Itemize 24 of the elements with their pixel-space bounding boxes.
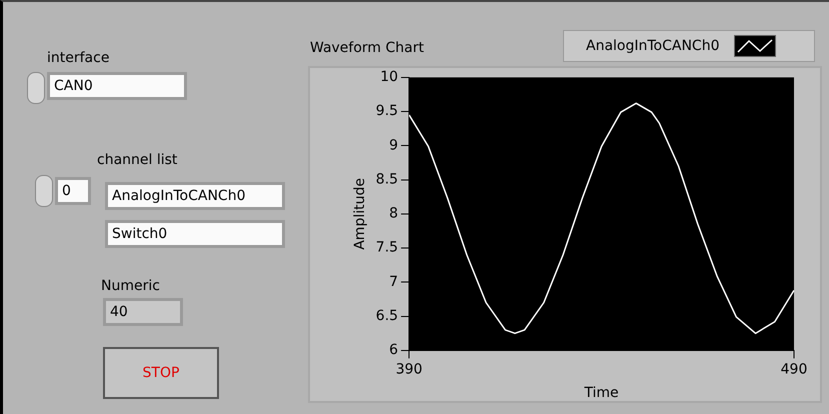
y-tick-label: 7.5 <box>376 240 398 256</box>
x-tick-label: 490 <box>780 361 808 378</box>
y-axis-title: Amplitude <box>352 178 368 250</box>
x-tick-label: 390 <box>396 361 422 378</box>
y-tick-label: 9 <box>389 137 398 154</box>
text: channel list <box>97 152 178 168</box>
text: Switch0 <box>105 220 285 248</box>
y-tick-label: 8 <box>389 206 398 222</box>
y-tick-label: 6 <box>389 342 398 358</box>
text: 40 <box>103 298 183 326</box>
text: Numeric <box>101 278 160 294</box>
chart-title: Waveform Chart <box>310 40 424 56</box>
y-tick-label: 10 <box>380 69 398 86</box>
text: CAN0 <box>47 72 187 100</box>
y-tick-label: 6.5 <box>376 308 398 324</box>
text: 0 <box>55 177 91 205</box>
x-axis-title: Time <box>583 385 619 402</box>
text: STOP <box>103 347 219 399</box>
text: interface <box>47 50 110 66</box>
legend-label: AnalogInToCANCh0 <box>586 38 720 54</box>
y-tick-label: 8.5 <box>376 171 398 188</box>
y-tick-label: 9.5 <box>376 103 398 120</box>
y-tick-label: 7 <box>389 274 398 290</box>
text: AnalogInToCANCh0 <box>105 182 285 210</box>
